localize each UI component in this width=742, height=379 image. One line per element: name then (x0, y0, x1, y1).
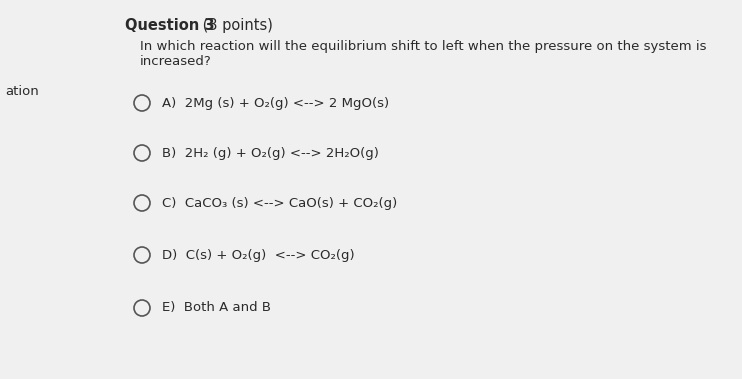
Text: increased?: increased? (140, 55, 211, 68)
Text: ation: ation (5, 85, 39, 98)
Text: E)  Both A and B: E) Both A and B (162, 302, 271, 315)
Text: C)  CaCO₃ (s) <--> CaO(s) + CO₂(g): C) CaCO₃ (s) <--> CaO(s) + CO₂(g) (162, 196, 397, 210)
Text: D)  C(s) + O₂(g)  <--> CO₂(g): D) C(s) + O₂(g) <--> CO₂(g) (162, 249, 355, 262)
Text: Question 3: Question 3 (125, 18, 214, 33)
Text: In which reaction will the equilibrium shift to left when the pressure on the sy: In which reaction will the equilibrium s… (140, 40, 706, 53)
Text: (3 points): (3 points) (198, 18, 273, 33)
Text: B)  2H₂ (g) + O₂(g) <--> 2H₂O(g): B) 2H₂ (g) + O₂(g) <--> 2H₂O(g) (162, 147, 379, 160)
Text: A)  2Mg (s) + O₂(g) <--> 2 MgO(s): A) 2Mg (s) + O₂(g) <--> 2 MgO(s) (162, 97, 389, 110)
